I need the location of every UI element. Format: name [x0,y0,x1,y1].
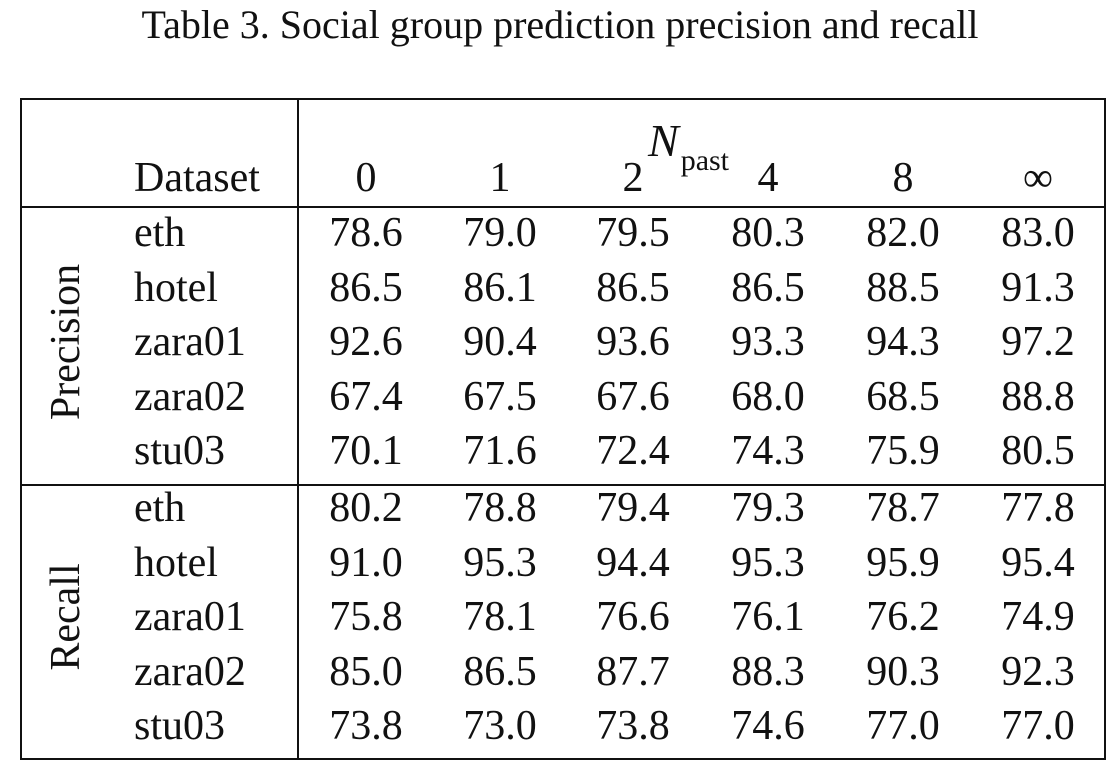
table-cell: 86.1 [463,264,537,311]
table-cell: 77.8 [1001,485,1075,531]
table-cell: 74.6 [731,703,805,750]
table-cell: 76.6 [596,594,670,641]
table-cell: 83.0 [1001,210,1075,256]
table-cell: 78.6 [329,210,403,256]
table-cell: 88.5 [866,264,940,311]
table-cell: 78.7 [866,485,940,531]
group-divider [20,484,1106,486]
table-cell: 95.3 [731,539,805,586]
table-cell: 68.0 [731,373,805,420]
table-cell: 82.0 [866,210,940,256]
table-cell: 86.5 [329,264,403,311]
dataset-name: hotel [134,264,218,311]
table-cell: 79.4 [596,485,670,531]
table-cell: 86.5 [731,264,805,311]
table-cell: 79.5 [596,210,670,256]
table-cell: 77.0 [866,703,940,750]
table-cell: 95.4 [1001,539,1075,586]
table-frame [20,98,1106,760]
header-divider [20,206,1106,208]
table-cell: 94.3 [866,319,940,366]
table-cell: 73.0 [463,703,537,750]
table-cell: 86.5 [463,648,537,695]
dataset-name: eth [134,485,186,531]
dataset-name: stu03 [134,428,226,475]
table-cell: 80.5 [1001,428,1075,475]
table-cell: 75.8 [329,594,403,641]
table-cell: 67.5 [463,373,537,420]
npast-subscript: past [680,144,730,177]
dataset-name: zara01 [134,319,246,366]
table-cell: 76.1 [731,594,805,641]
table-cell: 78.8 [463,485,537,531]
table-cell: 91.0 [329,539,403,586]
dataset-name: zara02 [134,373,246,420]
table-cell: 92.3 [1001,648,1075,695]
column-header: ∞ [1023,155,1053,201]
column-header: 2 [622,155,644,201]
table-cell: 80.3 [731,210,805,256]
table-cell: 74.9 [1001,594,1075,641]
table-cell: 67.6 [596,373,670,420]
table-cell: 90.4 [463,319,537,366]
group-label: Recall [43,563,89,671]
table-cell: 68.5 [866,373,940,420]
group-label: Precision [43,264,89,421]
table-cell: 72.4 [596,428,670,475]
table-cell: 92.6 [329,319,403,366]
table-cell: 76.2 [866,594,940,641]
table-cell: 73.8 [329,703,403,750]
dataset-name: zara02 [134,648,246,695]
table-cell: 93.6 [596,319,670,366]
dataset-header: Dataset [134,155,260,201]
table-cell: 80.2 [329,485,403,531]
table-cell: 88.3 [731,648,805,695]
column-header: 4 [757,155,779,201]
table-cell: 90.3 [866,648,940,695]
table-cell: 93.3 [731,319,805,366]
dataset-name: stu03 [134,703,226,750]
table-cell: 94.4 [596,539,670,586]
dataset-name: zara01 [134,594,246,641]
table-cell: 67.4 [329,373,403,420]
table-cell: 74.3 [731,428,805,475]
table-cell: 86.5 [596,264,670,311]
table-cell: 97.2 [1001,319,1075,366]
table-cell: 95.3 [463,539,537,586]
npast-header: Npast [648,115,729,178]
table-cell: 70.1 [329,428,403,475]
npast-symbol: N [648,115,679,166]
table-cell: 79.3 [731,485,805,531]
table-cell: 79.0 [463,210,537,256]
dataset-name: eth [134,210,186,256]
table-cell: 71.6 [463,428,537,475]
table-cell: 85.0 [329,648,403,695]
table-cell: 95.9 [866,539,940,586]
column-header: 8 [892,155,914,201]
table-caption: Table 3. Social group prediction precisi… [141,2,979,47]
table-cell: 91.3 [1001,264,1075,311]
column-divider [297,98,299,760]
dataset-name: hotel [134,539,218,586]
table-cell: 78.1 [463,594,537,641]
table-cell: 73.8 [596,703,670,750]
table-cell: 75.9 [866,428,940,475]
table-cell: 87.7 [596,648,670,695]
table-cell: 88.8 [1001,373,1075,420]
column-header: 0 [355,155,377,201]
column-header: 1 [489,155,511,201]
table-cell: 77.0 [1001,703,1075,750]
